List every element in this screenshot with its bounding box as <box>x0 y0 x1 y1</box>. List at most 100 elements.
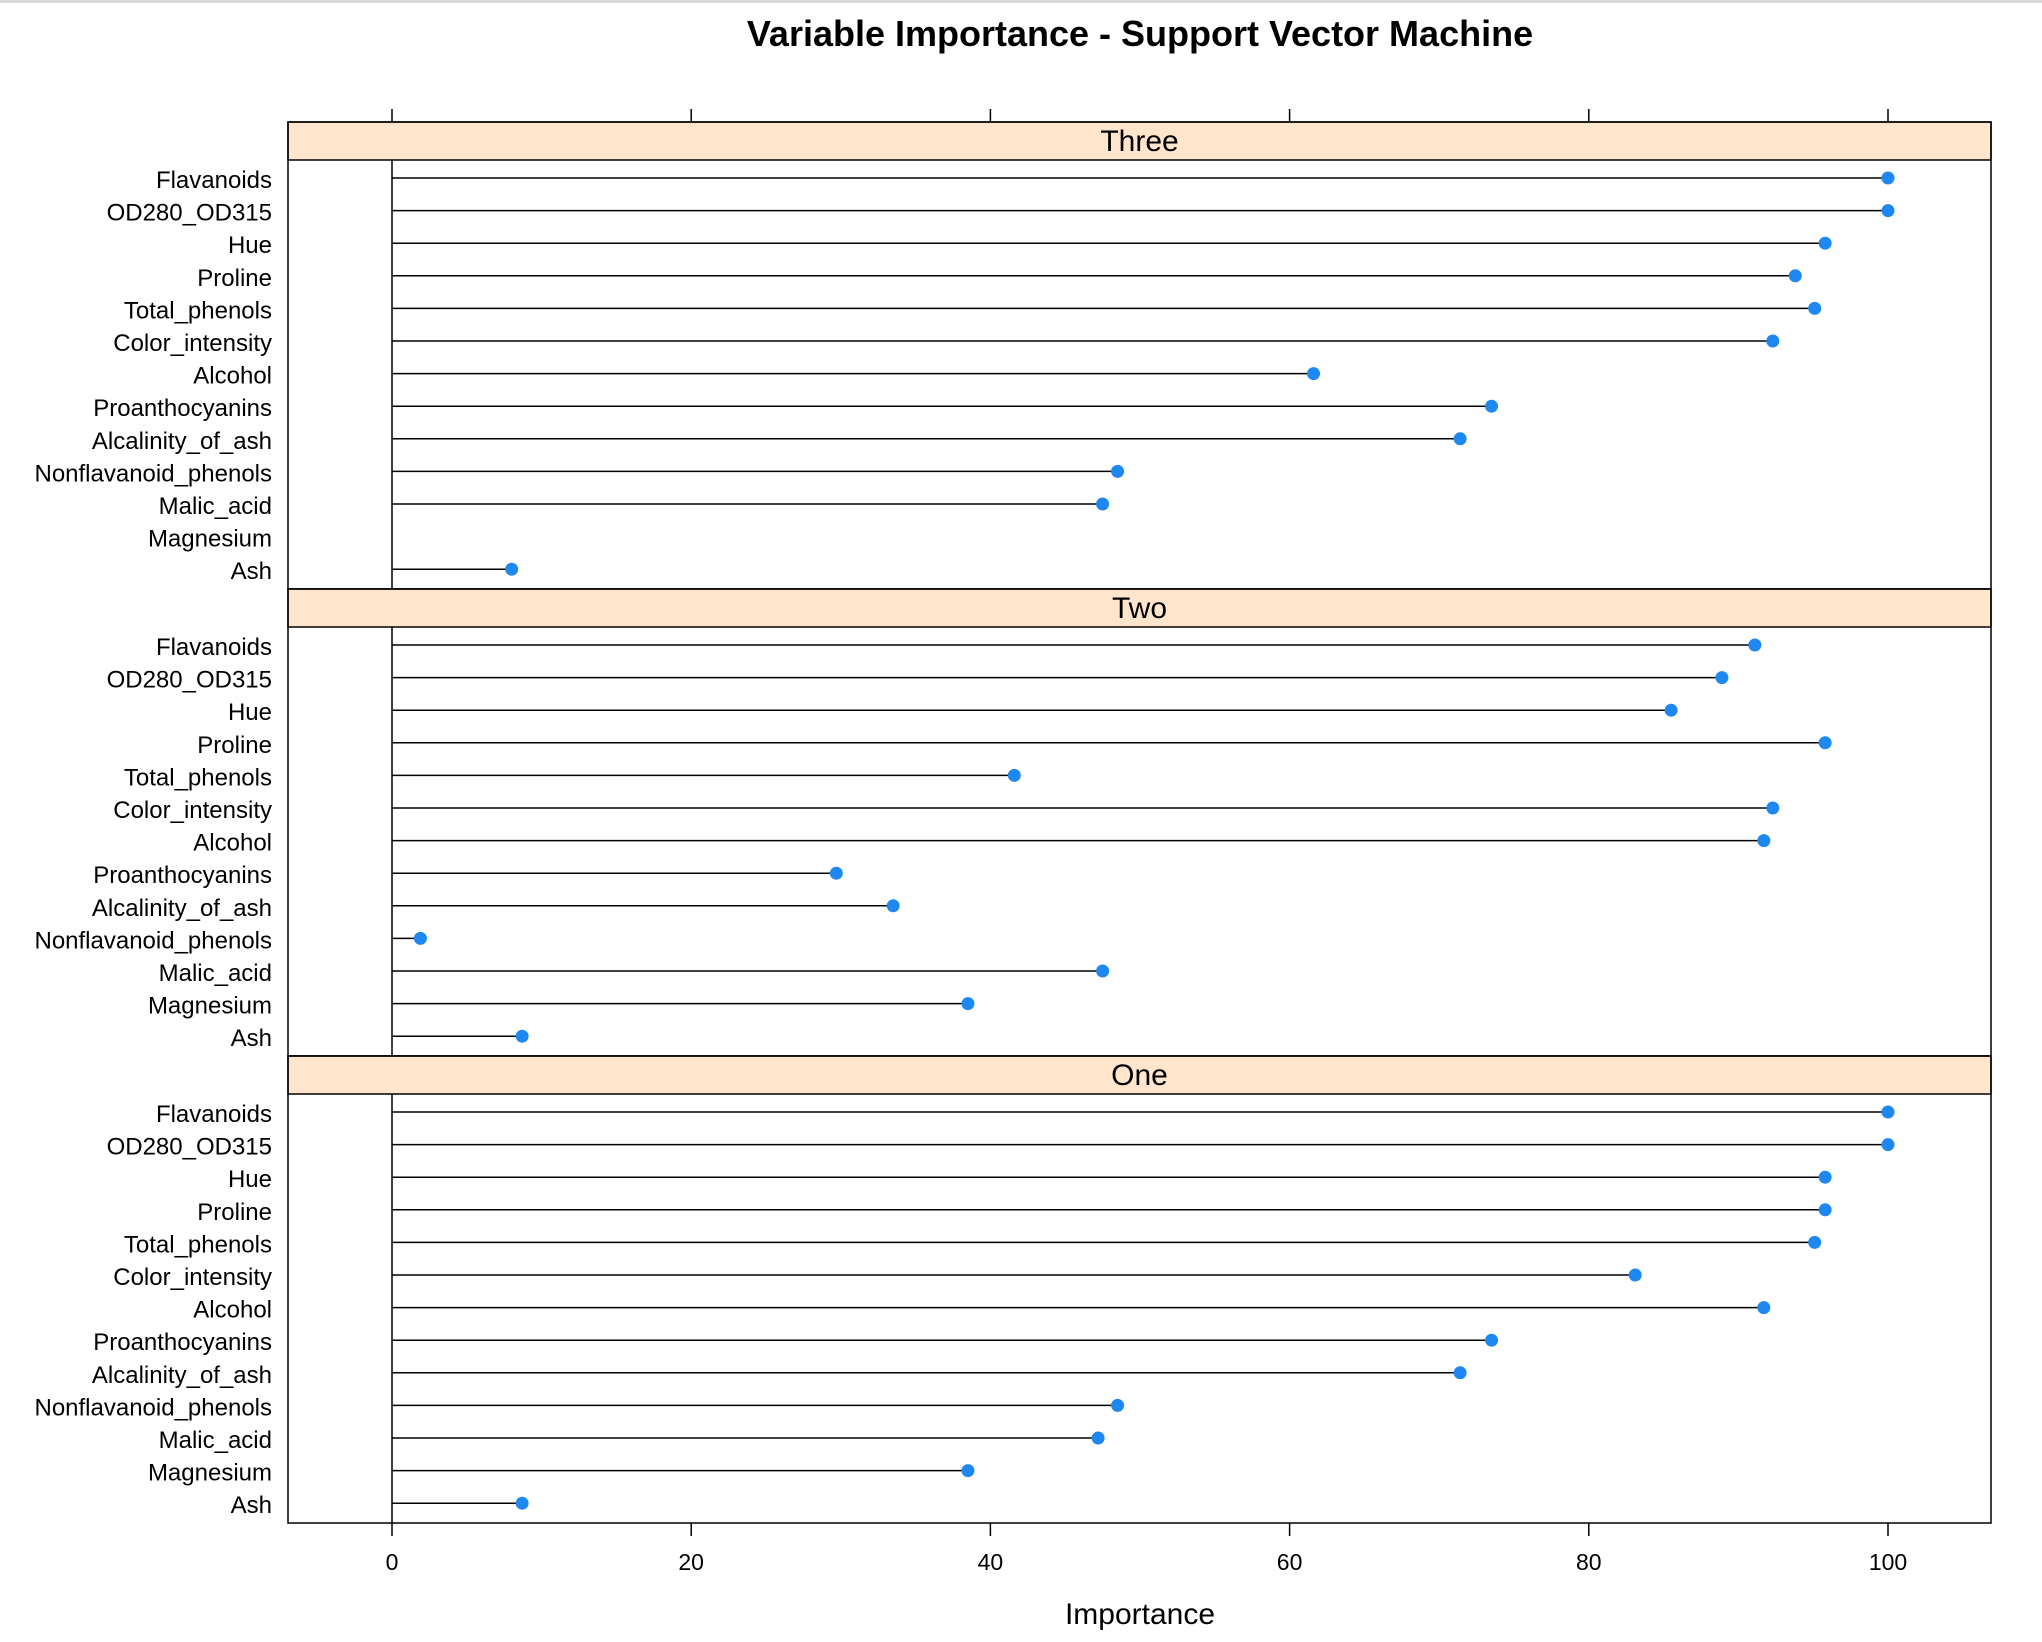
window-top-border <box>0 0 2042 3</box>
importance-point <box>1766 801 1780 815</box>
panel-two: Two Flavanoids OD280_OD315 Hue Proline Total_… <box>34 588 1992 1057</box>
category-label: Ash <box>231 558 272 585</box>
importance-point <box>1453 432 1467 446</box>
category-label: Proline <box>197 265 272 292</box>
category-label: Color_intensity <box>113 1264 272 1291</box>
category-label: Ash <box>231 1492 272 1519</box>
category-label: Color_intensity <box>113 330 272 357</box>
importance-point <box>961 997 975 1011</box>
category-label: Alcohol <box>193 1297 272 1324</box>
importance-point <box>1096 964 1110 978</box>
category-label: Proanthocyanins <box>93 395 272 422</box>
category-label: Alcalinity_of_ash <box>92 1362 272 1389</box>
importance-point <box>1485 1333 1499 1347</box>
category-label: Alcalinity_of_ash <box>92 428 272 455</box>
category-label: Nonflavanoid_phenols <box>34 460 272 487</box>
category-label: Proline <box>197 1199 272 1226</box>
chart-panels: Three Flavanoids OD280_OD315 Hue Proline Tota… <box>34 121 1992 1524</box>
x-tick-label: 80 <box>1576 1549 1602 1575</box>
category-label: Proanthocyanins <box>93 862 272 889</box>
importance-point <box>1111 464 1125 478</box>
importance-point <box>1748 638 1762 652</box>
panel-three: Three Flavanoids OD280_OD315 Hue Proline Tota… <box>34 121 1992 590</box>
importance-point <box>1007 768 1021 782</box>
importance-point <box>1453 1366 1467 1380</box>
x-tick-label: 0 <box>386 1549 399 1575</box>
category-label: Alcohol <box>193 363 272 390</box>
importance-point <box>515 1496 529 1510</box>
importance-point <box>1307 367 1321 381</box>
importance-point <box>1808 1235 1822 1249</box>
importance-point <box>1881 171 1895 185</box>
category-label: Malic_acid <box>159 960 272 987</box>
importance-point <box>515 1029 529 1043</box>
category-label: Total_phenols <box>124 1231 272 1258</box>
panel-frame <box>287 588 1992 1057</box>
category-label: Hue <box>228 232 272 259</box>
category-label: Color_intensity <box>113 797 272 824</box>
importance-point <box>1628 1268 1642 1282</box>
category-label: Magnesium <box>148 526 272 553</box>
importance-point <box>886 899 900 913</box>
panel-one: One Flavanoids OD280_OD315 Hue Proline Total_… <box>34 1055 1992 1524</box>
category-label: Flavanoids <box>156 167 272 194</box>
importance-point <box>1881 1138 1895 1152</box>
importance-point <box>1091 1431 1105 1445</box>
importance-point <box>1788 269 1802 283</box>
x-tick-label: 20 <box>678 1549 704 1575</box>
importance-point <box>1715 671 1729 685</box>
chart-title: Variable Importance - Support Vector Mac… <box>747 13 1533 54</box>
panel-strip-label: One <box>1111 1059 1168 1092</box>
category-label: Total_phenols <box>124 764 272 791</box>
x-tick-label: 100 <box>1869 1549 1907 1575</box>
importance-point <box>961 1464 975 1478</box>
category-label: Ash <box>231 1025 272 1052</box>
importance-point <box>413 931 427 945</box>
panel-strip <box>287 121 1992 161</box>
importance-point <box>1818 1170 1832 1184</box>
panel-frame <box>287 121 1992 590</box>
x-tick-label: 40 <box>978 1549 1004 1575</box>
importance-point <box>505 562 519 576</box>
category-label: Proanthocyanins <box>93 1329 272 1356</box>
category-label: Nonflavanoid_phenols <box>34 1394 272 1421</box>
importance-point <box>1096 497 1110 511</box>
x-axis-label: Importance <box>1065 1598 1215 1631</box>
panel-frame <box>287 1055 1992 1524</box>
importance-point <box>1818 236 1832 250</box>
category-label: Magnesium <box>148 1460 272 1487</box>
x-tick-label: 60 <box>1277 1549 1303 1575</box>
category-label: Flavanoids <box>156 634 272 661</box>
category-label: Alcalinity_of_ash <box>92 895 272 922</box>
importance-point <box>1766 334 1780 348</box>
chart-axes: 0 20 40 60 80 100 <box>386 109 1907 1575</box>
importance-point <box>1881 1105 1895 1119</box>
category-label: Malic_acid <box>159 1427 272 1454</box>
category-label: OD280_OD315 <box>107 200 272 227</box>
importance-point <box>1485 399 1499 413</box>
category-label: Flavanoids <box>156 1101 272 1128</box>
importance-point <box>1111 1398 1125 1412</box>
category-label: OD280_OD315 <box>107 1134 272 1161</box>
panel-strip <box>287 1055 1992 1095</box>
category-label: Proline <box>197 732 272 759</box>
category-label: Malic_acid <box>159 493 272 520</box>
importance-point <box>829 866 843 880</box>
importance-point <box>1757 1301 1771 1315</box>
category-label: Alcohol <box>193 830 272 857</box>
importance-point <box>1808 301 1822 315</box>
panel-strip-label: Three <box>1100 125 1178 158</box>
importance-point <box>1881 204 1895 218</box>
importance-point <box>1757 834 1771 848</box>
category-label: OD280_OD315 <box>107 667 272 694</box>
importance-point <box>1664 703 1678 717</box>
importance-point <box>1818 1203 1832 1217</box>
category-label: Nonflavanoid_phenols <box>34 927 272 954</box>
category-label: Total_phenols <box>124 297 272 324</box>
panel-strip-label: Two <box>1112 592 1167 625</box>
category-label: Magnesium <box>148 993 272 1020</box>
category-label: Hue <box>228 699 272 726</box>
importance-point <box>1818 736 1832 750</box>
category-label: Hue <box>228 1166 272 1193</box>
